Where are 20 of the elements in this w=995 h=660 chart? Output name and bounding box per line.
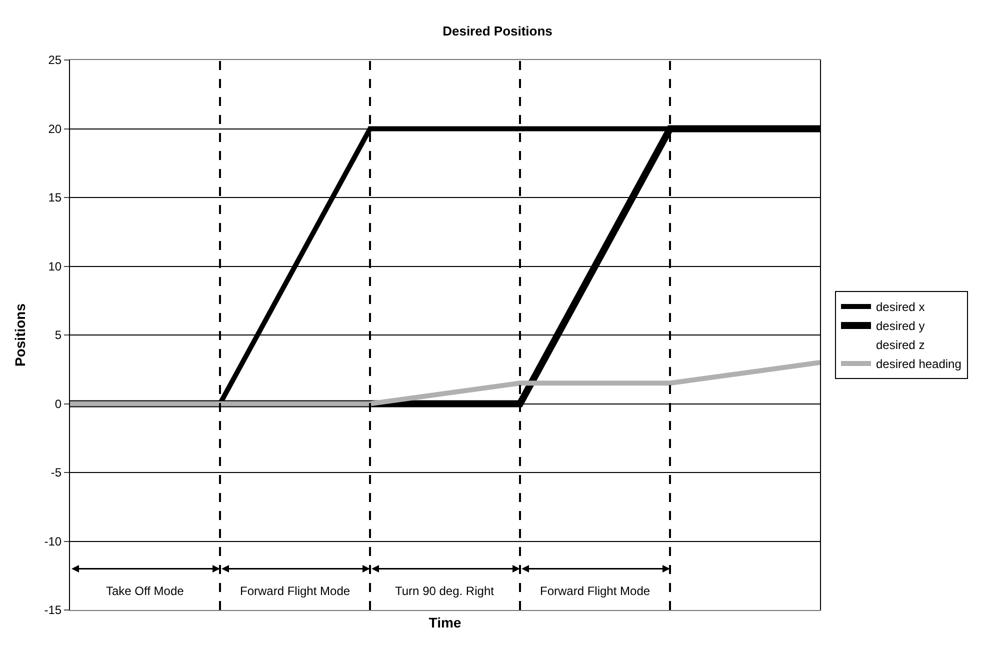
y-tick-label: 15 (48, 190, 62, 205)
annotation: Forward Flight Mode (240, 584, 350, 598)
y-tick-label: -5 (50, 466, 62, 480)
y-tick-label: -15 (44, 603, 62, 618)
y-tick-label: 25 (48, 53, 62, 68)
y-axis-title: Positions (12, 303, 28, 367)
annotation: Forward Flight Mode (540, 584, 650, 598)
text: desired z (876, 338, 925, 352)
annotation: Take Off Mode (106, 584, 184, 598)
y-tick-label: 0 (54, 396, 62, 411)
y-tick-label: 5 (54, 328, 62, 342)
legend-label: desired x (876, 300, 925, 314)
y-tick-label: 20 (48, 122, 62, 136)
annotation: Turn 90 deg. Right (395, 584, 495, 598)
legend-label: desired y (876, 319, 925, 334)
y-tick-label: -10 (44, 534, 62, 548)
y-tick-label: 10 (48, 259, 62, 274)
chart-title: Desired Positions (442, 24, 552, 38)
legend-label: desired heading (876, 357, 962, 372)
x-axis-title: Time (428, 614, 462, 631)
